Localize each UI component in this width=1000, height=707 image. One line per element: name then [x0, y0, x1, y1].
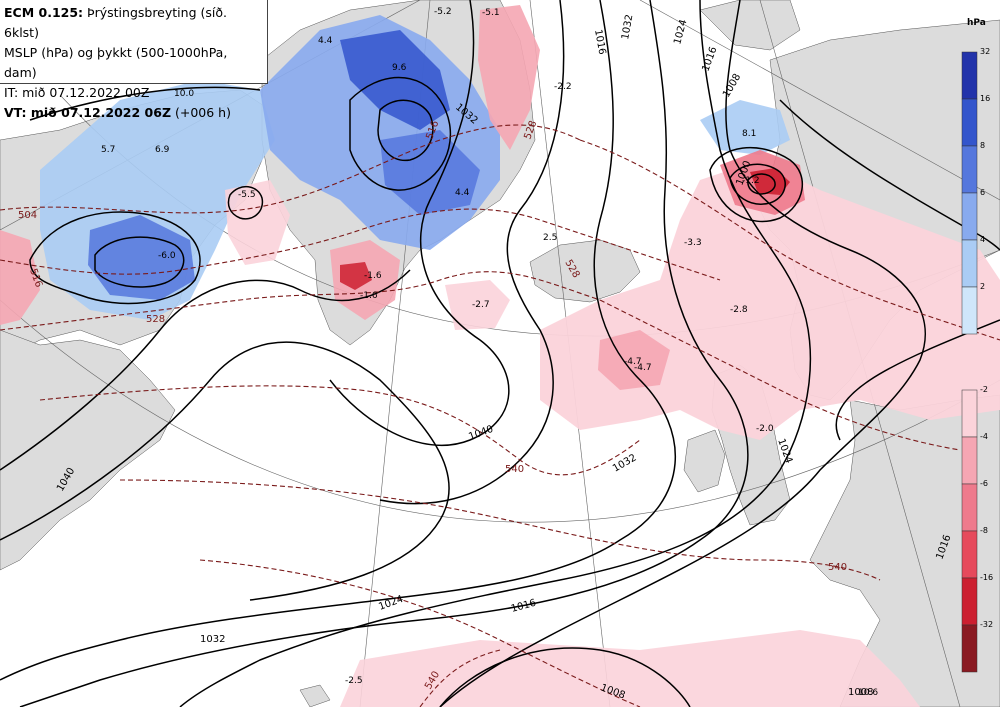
land-iceland — [529, 239, 641, 303]
thickness-label: 540 — [505, 464, 524, 475]
change-value-label: 4.4 — [318, 36, 333, 46]
change-label-layer: -5.2 -5.1 4.4 9.6 10.0 6.9 5.7 -5.5 -6.0… — [101, 7, 878, 698]
change-value-label: -2.5 — [345, 676, 363, 686]
legend-fall-segment — [961, 436, 978, 485]
legend-rise-segment — [961, 286, 978, 335]
change-value-label: -2.0 — [756, 424, 774, 434]
isobar-label: 1008 — [848, 687, 873, 698]
legend-fall-tick-label: -16 — [980, 573, 994, 582]
fall-area-greenland-tip — [340, 262, 372, 290]
legend-rise-segment — [961, 239, 978, 288]
land-azores — [299, 684, 331, 707]
rise-area-norwegian-sea — [700, 100, 790, 155]
change-value-label: -5.5 — [238, 190, 256, 200]
fall-area-baffin — [225, 180, 290, 265]
legend-rise-tick-label: 8 — [980, 141, 986, 150]
title-line-valid-time: VT: mið 07.12.2022 06Z (+006 h) — [4, 103, 263, 123]
fall-area-west-edge — [0, 230, 40, 325]
thickness-label: 504 — [18, 210, 37, 221]
legend-rise-tick-label: 6 — [980, 188, 986, 197]
rise-area-canada-core — [88, 215, 195, 300]
pressure-fall-areas — [0, 5, 1000, 707]
legend-fall-tick-label: -8 — [980, 526, 988, 535]
legend-fall-segment — [961, 624, 978, 673]
legend-rise-segment — [961, 51, 978, 100]
legend-fall-segment — [961, 530, 978, 579]
change-value-label: 10.0 — [174, 89, 194, 99]
change-value-label: -4.7 — [634, 363, 652, 373]
isobar-label: 1016 — [592, 29, 607, 56]
legend-rise-tick-label: 2 — [980, 282, 986, 291]
legend-fall-segment — [961, 577, 978, 626]
change-value-label: -2.7 — [472, 300, 490, 310]
legend-fall-tick-label: -2 — [980, 385, 988, 394]
rise-area-greenland-core — [340, 30, 450, 130]
change-value-label: -2.8 — [730, 305, 748, 315]
legend-rise-segment — [961, 192, 978, 241]
fall-area-central — [598, 330, 670, 390]
change-value-label: 4.4 — [455, 188, 470, 198]
legend-unit: hPa — [967, 18, 986, 28]
change-value-label: -5.1 — [482, 8, 500, 18]
land-svalbard — [699, 0, 801, 51]
legend-rise-segment — [961, 98, 978, 147]
change-value-label: -2.2 — [554, 82, 572, 92]
change-value-label: -1.2 — [742, 176, 760, 186]
change-value-label: 2.5 — [543, 233, 557, 243]
legend-fall-tick-label: -32 — [980, 620, 994, 629]
change-value-label: -6.0 — [158, 251, 176, 261]
pressure-rise-areas — [40, 15, 790, 320]
change-value-label: -1.6 — [364, 271, 382, 281]
legend-fall-segment — [961, 389, 978, 438]
fall-area-south — [340, 630, 920, 707]
change-value-label: 9.6 — [392, 63, 407, 73]
legend-fall-segment — [961, 483, 978, 532]
fall-area-iceland-west — [445, 280, 510, 330]
valid-time: VT: mið 07.12.2022 06Z — [4, 105, 172, 120]
title-line-fields: MSLP (hPa) og þykkt (500-1000hPa, dam) — [4, 45, 228, 80]
isobar-label: 1032 — [620, 14, 635, 41]
legend-fall-tick-label: -6 — [980, 479, 988, 488]
rise-area-greenland-east — [380, 130, 480, 215]
change-value-label: -1.6 — [360, 291, 378, 301]
change-value-label: -4.7 — [624, 357, 642, 367]
legend-rise-tick-label: 4 — [980, 235, 986, 244]
land-ireland — [683, 429, 726, 493]
fall-area-svalbard — [478, 5, 540, 150]
thickness-label: 528 — [146, 314, 165, 325]
land-labrador — [0, 329, 176, 571]
thickness-label: 540 — [828, 562, 847, 573]
change-value-label: 6.9 — [155, 145, 170, 155]
map-title-box: ECM 0.125: Þrýstingsbreyting (síð. 6klst… — [0, 0, 268, 120]
legend-fall-tick-label: -4 — [980, 432, 988, 441]
title-line-model: ECM 0.125: Þrýstingsbreyting (síð. 6klst… — [4, 3, 263, 43]
legend-color-bars — [961, 51, 978, 673]
change-value-label: -3.3 — [684, 238, 702, 248]
change-value-label: 8.1 — [742, 129, 756, 139]
thickness-lines — [0, 124, 1000, 707]
isobar-label: 1032 — [200, 634, 225, 645]
legend-rise-tick-label: 16 — [980, 94, 991, 103]
forecast-step: (+006 h) — [175, 105, 231, 120]
field-description: Þrýstingsbreyting (síð. 6klst) — [4, 5, 227, 40]
change-value-label: 10.6 — [858, 688, 878, 698]
model-name: ECM 0.125: — [4, 5, 84, 20]
title-line-init-time: IT: mið 07.12.2022 00Z — [4, 85, 150, 100]
change-value-label: 5.7 — [101, 145, 115, 155]
change-value-label: -5.2 — [434, 7, 452, 17]
legend-rise-tick-label: 32 — [980, 47, 991, 56]
legend-rise-segment — [961, 145, 978, 194]
